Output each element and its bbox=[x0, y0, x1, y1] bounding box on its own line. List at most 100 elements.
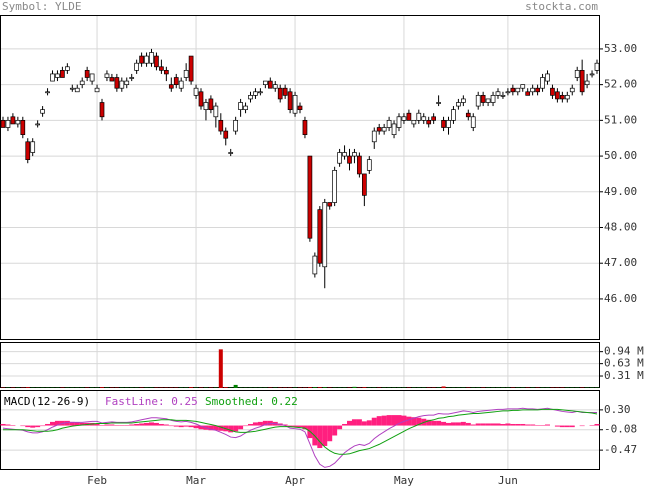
macd-histogram-bar bbox=[337, 425, 343, 430]
macd-histogram-bar bbox=[243, 425, 249, 427]
macd-histogram-bar bbox=[178, 425, 184, 428]
candle-body bbox=[396, 116, 402, 128]
macd-histogram-bar bbox=[54, 420, 60, 426]
candle-body bbox=[584, 80, 590, 85]
x-tick-label: May bbox=[394, 474, 414, 486]
candle-body bbox=[272, 84, 278, 89]
macd-histogram-bar bbox=[351, 419, 357, 426]
macd-histogram-bar bbox=[50, 421, 55, 426]
candle-body bbox=[134, 62, 139, 71]
candle-body bbox=[69, 87, 75, 90]
candle-body bbox=[564, 95, 570, 100]
volume-bar bbox=[352, 386, 357, 388]
candle-body bbox=[35, 123, 41, 126]
macd-histogram-bar bbox=[406, 416, 412, 426]
volume-bar bbox=[312, 387, 317, 388]
macd-histogram-bar bbox=[302, 425, 308, 430]
candle-body bbox=[352, 152, 357, 157]
candle-body bbox=[480, 95, 486, 103]
x-tick-label: Apr bbox=[285, 474, 305, 486]
candle-body bbox=[505, 91, 511, 94]
candle-body bbox=[30, 141, 36, 153]
candle-body bbox=[569, 87, 575, 93]
candle-body bbox=[312, 255, 318, 275]
candle-body bbox=[307, 155, 313, 239]
candle-body bbox=[188, 55, 194, 82]
y-tick-label: 52.00 bbox=[604, 78, 637, 91]
macd-histogram-bar bbox=[188, 425, 194, 428]
macd-histogram-bar bbox=[109, 424, 115, 426]
macd-histogram-bar bbox=[129, 424, 135, 426]
macd-histogram-bar bbox=[500, 423, 506, 426]
candle-body bbox=[470, 116, 476, 128]
candle-body bbox=[114, 77, 120, 89]
y-tick-label: 0.94 M bbox=[604, 345, 644, 358]
macd-histogram-bar bbox=[25, 425, 31, 428]
candle-body bbox=[515, 87, 521, 93]
candle-body bbox=[248, 95, 253, 100]
panel-title: MACD(12-26-9) bbox=[4, 395, 90, 408]
macd-histogram-bar bbox=[545, 424, 550, 426]
candle-body bbox=[451, 109, 456, 121]
candle-body bbox=[164, 70, 169, 75]
macd-histogram-bar bbox=[114, 425, 120, 426]
macd-histogram-bar bbox=[371, 417, 377, 426]
candle-body bbox=[461, 98, 466, 103]
candle-body bbox=[282, 87, 288, 96]
candle-body bbox=[337, 152, 342, 164]
candle-body bbox=[500, 95, 506, 97]
candle-body bbox=[545, 73, 550, 82]
macd-histogram-bar bbox=[485, 423, 491, 426]
macd-histogram-bar bbox=[356, 419, 362, 426]
candle-body bbox=[154, 55, 159, 68]
candle-body bbox=[594, 62, 600, 71]
volume-bar bbox=[441, 386, 446, 388]
x-tick-label: Jun bbox=[498, 474, 518, 486]
panel-frame bbox=[0, 390, 600, 470]
candle-body bbox=[99, 102, 105, 118]
candle-body bbox=[40, 109, 45, 114]
macd-histogram-bar bbox=[69, 421, 75, 426]
candle-body bbox=[263, 80, 268, 85]
macd-histogram-bar bbox=[515, 423, 521, 426]
candle-body bbox=[287, 91, 293, 110]
candle-body bbox=[79, 80, 85, 85]
candle-body bbox=[208, 98, 214, 110]
candle-body bbox=[555, 91, 560, 100]
macd-histogram-bar bbox=[525, 424, 531, 426]
candle-body bbox=[109, 77, 115, 82]
panel-frame bbox=[0, 342, 600, 388]
macd-histogram-bar bbox=[332, 425, 338, 436]
y-tick-label: 49.00 bbox=[604, 185, 637, 198]
candle-body bbox=[347, 155, 352, 164]
candle-body bbox=[589, 73, 595, 76]
volume-bar bbox=[25, 387, 30, 388]
candle-body bbox=[317, 209, 323, 264]
macd-histogram-bar bbox=[30, 425, 36, 428]
candle-body bbox=[104, 73, 110, 78]
y-tick-label: 53.00 bbox=[604, 42, 637, 55]
macd-histogram-bar bbox=[5, 424, 11, 426]
candle-body bbox=[233, 120, 238, 132]
candle-body bbox=[495, 91, 501, 96]
candle-body bbox=[193, 87, 199, 96]
candle-body bbox=[530, 87, 536, 93]
macd-histogram-bar bbox=[530, 424, 536, 426]
macd-histogram-bar bbox=[139, 423, 145, 426]
macd-histogram-bar bbox=[342, 423, 348, 426]
candle-body bbox=[490, 95, 496, 103]
candle-body bbox=[535, 87, 540, 93]
macd-histogram-bar bbox=[594, 423, 600, 426]
y-tick-label: 51.00 bbox=[604, 113, 637, 126]
macd-line bbox=[3, 408, 598, 455]
macd-histogram-bar bbox=[35, 425, 41, 428]
macd-histogram-bar bbox=[396, 415, 402, 426]
candle-body bbox=[213, 105, 219, 118]
x-tick-label: Feb bbox=[87, 474, 107, 486]
macd-histogram-bar bbox=[292, 425, 298, 428]
candle-body bbox=[218, 120, 224, 132]
candle-body bbox=[74, 87, 80, 93]
candle-body bbox=[411, 120, 417, 125]
y-tick-label: 0.31 M bbox=[604, 369, 644, 382]
